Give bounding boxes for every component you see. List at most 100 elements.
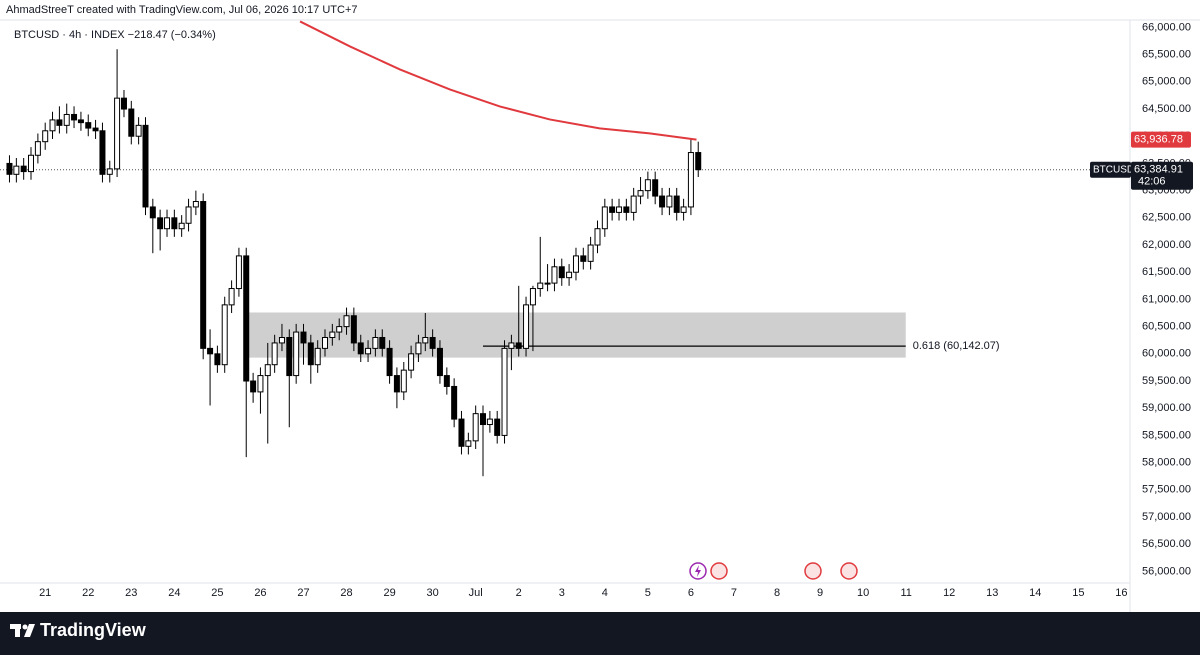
y-tick-label: 65,500.00 [1142, 49, 1191, 61]
candle-body [386, 347, 393, 377]
y-tick-label: 59,000.00 [1142, 402, 1191, 414]
candle-body [314, 347, 321, 366]
candle-body [99, 130, 106, 175]
candle-body [142, 124, 149, 208]
brand-logo [10, 624, 35, 637]
y-tick-label: 66,000.00 [1142, 21, 1191, 33]
candle-body [400, 369, 407, 393]
moving-average [299, 20, 697, 141]
x-tick-label: 27 [297, 587, 309, 599]
x-tick-label: 23 [125, 587, 137, 599]
event-icon[interactable] [710, 562, 728, 580]
candle-body [393, 375, 400, 393]
candle-body [49, 119, 56, 132]
symbol-line: BTCUSD · 4h · INDEX −218.47 (−0.34%) [14, 29, 216, 41]
candle-body [20, 165, 27, 173]
y-tick-label: 60,500.00 [1142, 321, 1191, 333]
candle-body [207, 347, 214, 355]
candle-body [135, 124, 142, 137]
candle-body [379, 336, 386, 349]
x-tick-label: 9 [817, 587, 823, 599]
candle-body [329, 331, 336, 338]
candle-body [149, 206, 156, 219]
candle-body [114, 97, 121, 170]
candle-body [572, 255, 579, 273]
x-tick-label: 26 [254, 587, 266, 599]
candle-body [85, 122, 92, 129]
x-tick-label: 12 [943, 587, 955, 599]
candle-body [6, 162, 13, 175]
candle-body [695, 152, 702, 171]
candle-body [157, 217, 164, 230]
candle-body [164, 217, 171, 230]
y-tick-label: 59,500.00 [1142, 375, 1191, 387]
y-tick-label: 61,000.00 [1142, 293, 1191, 305]
logo-part [24, 624, 35, 637]
candle-body [666, 195, 673, 208]
candle-body [551, 266, 558, 284]
x-tick-label: 29 [383, 587, 395, 599]
candle-body [214, 353, 221, 366]
y-tick-label: 62,000.00 [1142, 239, 1191, 251]
candle-body [200, 201, 207, 349]
y-tick-label: 56,500.00 [1142, 538, 1191, 550]
candle-body [343, 315, 350, 328]
attribution: AhmadStreeT created with TradingView.com… [6, 4, 357, 16]
candle-body [508, 342, 515, 349]
candle-body [228, 288, 235, 306]
x-tick-label: 14 [1029, 587, 1041, 599]
candle-body [221, 304, 228, 366]
candle-body [322, 336, 329, 349]
candle-body [544, 282, 551, 285]
candle-body [235, 255, 242, 290]
candle-body [680, 206, 687, 213]
x-tick-label: 22 [82, 587, 94, 599]
candle-body [429, 336, 436, 349]
event-icons [689, 562, 858, 580]
candle-body [42, 130, 49, 143]
candle-body [558, 266, 565, 279]
x-tick-label: 11 [900, 587, 911, 599]
x-tick-label: 16 [1115, 587, 1127, 599]
candle-body [623, 206, 630, 213]
candle-body [601, 206, 608, 230]
x-tick-label: 4 [602, 587, 608, 599]
x-tick-label: 10 [857, 587, 869, 599]
candle-body [472, 413, 479, 442]
event-icon[interactable] [804, 562, 822, 580]
y-tick-label: 60,000.00 [1142, 348, 1191, 360]
candle-body [27, 154, 34, 173]
x-tick-label: 25 [211, 587, 223, 599]
x-tick-label: 15 [1072, 587, 1084, 599]
candle-body [594, 228, 601, 246]
event-icon[interactable] [840, 562, 858, 580]
candle-body [458, 418, 465, 447]
candle-body [106, 168, 113, 175]
candle-body [673, 195, 680, 213]
x-tick-label: 21 [39, 587, 51, 599]
x-tick-label: 30 [427, 587, 439, 599]
x-tick-label: 2 [516, 587, 522, 599]
lightning-glyph [695, 565, 701, 577]
last-price-tag [1131, 161, 1193, 190]
candle-body [580, 255, 587, 262]
fib-label: 0.618 (60,142.07) [913, 340, 1000, 352]
x-tick-label: 6 [688, 587, 694, 599]
x-tick-label: 13 [986, 587, 998, 599]
background [0, 0, 1200, 612]
candle-body [13, 165, 20, 175]
demand-zone [247, 312, 906, 358]
plot-area [0, 20, 1130, 477]
candle-body [278, 336, 285, 344]
candle-body [415, 342, 422, 355]
symbol-label: BTCUSD [1093, 164, 1134, 175]
candle-body [286, 336, 293, 377]
y-tick-label: 58,000.00 [1142, 457, 1191, 469]
x-tick-label: 5 [645, 587, 651, 599]
candle-body [630, 195, 637, 213]
candle-body [494, 418, 501, 436]
x-tick-label: 3 [559, 587, 565, 599]
candle-body [609, 206, 616, 213]
y-tick-label: 57,000.00 [1142, 511, 1191, 523]
